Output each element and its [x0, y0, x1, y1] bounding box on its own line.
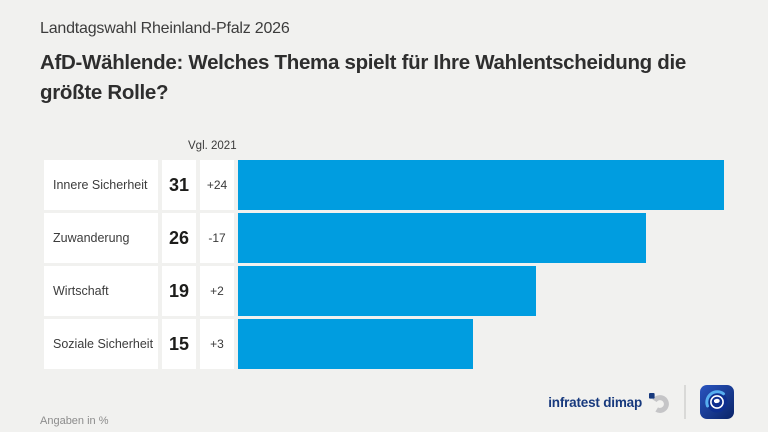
diff-cell: +24 [200, 160, 234, 210]
value-cell: 31 [162, 160, 196, 210]
bar [238, 319, 473, 369]
category-label: Zuwanderung [44, 213, 158, 263]
unit-note: Angaben in % [40, 415, 109, 427]
category-label: Wirtschaft [44, 266, 158, 316]
infratest-dimap-wordmark: infratest dimap [548, 394, 642, 410]
bar-chart: Innere Sicherheit 31 +24 Zuwanderung 26 … [44, 160, 724, 372]
compare-column-header: Vgl. 2021 [188, 140, 237, 152]
diff-cell: +2 [200, 266, 234, 316]
value-cell: 19 [162, 266, 196, 316]
chart-kicker: Landtagswahl Rheinland-Pfalz 2026 [40, 20, 290, 37]
tagesschau-logo-icon [700, 385, 734, 419]
bar [238, 160, 724, 210]
category-label: Soziale Sicherheit [44, 319, 158, 369]
value-cell: 26 [162, 213, 196, 263]
bar [238, 266, 536, 316]
bar [238, 213, 646, 263]
infratest-dimap-ring-icon [647, 391, 670, 414]
table-row: Zuwanderung 26 -17 [44, 213, 724, 263]
footer-notes: Angaben in % Stand: 22.03.2026, 16:09 Uh… [40, 379, 187, 432]
diff-cell: -17 [200, 213, 234, 263]
category-label: Innere Sicherheit [44, 160, 158, 210]
diff-cell: +3 [200, 319, 234, 369]
branding: infratest dimap [548, 384, 734, 420]
table-row: Innere Sicherheit 31 +24 [44, 160, 724, 210]
value-cell: 15 [162, 319, 196, 369]
page-title: AfD-Wählende: Welches Thema spielt für I… [40, 51, 686, 104]
divider [684, 385, 686, 419]
table-row: Wirtschaft 19 +2 [44, 266, 724, 316]
table-row: Soziale Sicherheit 15 +3 [44, 319, 724, 369]
